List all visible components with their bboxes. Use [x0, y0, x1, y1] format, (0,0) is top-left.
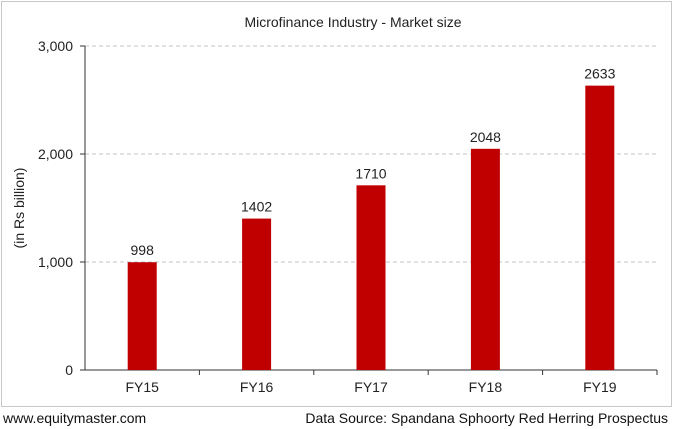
- bar-fy19: [585, 85, 615, 371]
- bar-fy17: [356, 185, 386, 370]
- x-tick-label: FY15: [125, 379, 159, 395]
- x-tick-label: FY19: [583, 379, 617, 395]
- footer-site: www.equitymaster.com: [3, 410, 147, 426]
- bar-fy16: [242, 218, 272, 370]
- x-tick-label: FY17: [354, 379, 388, 395]
- bars: [127, 85, 615, 371]
- data-label: 1710: [355, 165, 386, 181]
- y-tick-label: 2,000: [38, 146, 73, 162]
- data-label: 998: [131, 242, 155, 258]
- x-tick-label: FY18: [469, 379, 503, 395]
- y-tick-label: 3,000: [38, 38, 73, 54]
- chart-frame: [1, 1, 672, 407]
- bar-chart: Microfinance Industry - Market size (in …: [11, 14, 658, 395]
- gridlines: [85, 45, 657, 263]
- bar-fy15: [127, 262, 157, 370]
- labels: 0 1,000 2,000 3,000 998 FY15 1402 FY16 1710 FY17 2…: [38, 38, 617, 395]
- y-axis-label: (in Rs billion): [11, 168, 27, 249]
- y-tick-label: 0: [65, 362, 73, 378]
- footer-source: Data Source: Spandana Sphoorty Red Herri…: [305, 410, 668, 426]
- data-label: 1402: [241, 199, 272, 215]
- x-tick-label: FY16: [240, 379, 274, 395]
- data-label: 2048: [470, 129, 501, 145]
- chart-title: Microfinance Industry - Market size: [244, 14, 461, 30]
- bar-fy18: [470, 148, 500, 370]
- data-label: 2633: [584, 66, 615, 82]
- y-tick-label: 1,000: [38, 254, 73, 270]
